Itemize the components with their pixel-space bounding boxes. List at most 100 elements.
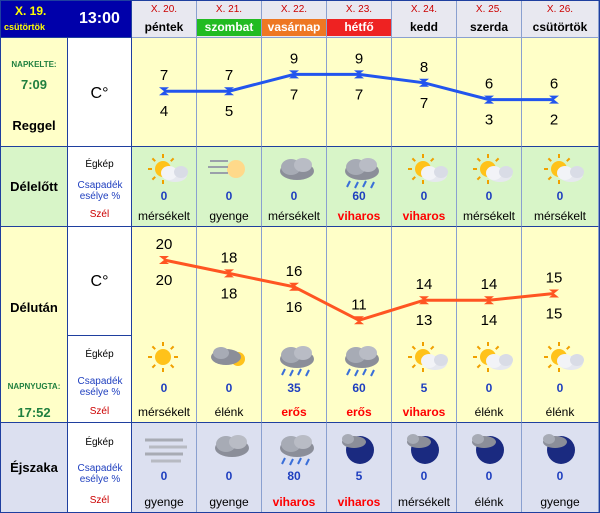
temp-high-label: 15 bbox=[546, 270, 563, 287]
afternoon-label: Délután bbox=[10, 300, 58, 315]
fog-icon bbox=[141, 428, 189, 468]
morning-temp-chart: 7 4 7 5 9 7 9 7 8 7 6 3 6 2 bbox=[159, 50, 559, 129]
sun-fog-icon bbox=[206, 151, 254, 191]
temp-point bbox=[484, 296, 494, 305]
night-cell: 5 viharos bbox=[327, 423, 392, 512]
afternoon-wind-value: erős bbox=[346, 405, 372, 419]
day-name: szombat bbox=[197, 19, 261, 36]
afternoon-cell: 0 élénk bbox=[197, 335, 262, 423]
forenoon-wind-value: mérsékelt bbox=[533, 209, 586, 223]
forenoon-block: Délelőtt bbox=[1, 147, 68, 227]
afternoon-wind-value: élénk bbox=[474, 405, 504, 419]
afternoon-cell: 5 viharos bbox=[392, 335, 457, 423]
night-cell: 0 mérsékelt bbox=[392, 423, 457, 512]
morning-label: Reggel bbox=[12, 118, 56, 133]
current-time: 13:00 bbox=[79, 10, 120, 27]
forenoon-precip-label: Csapadék esélye % bbox=[77, 180, 123, 202]
morning-cell bbox=[522, 38, 599, 147]
sun-cloud-icon bbox=[537, 151, 585, 191]
afternoon-precip-value: 0 bbox=[225, 381, 233, 395]
night-wind-value: viharos bbox=[337, 495, 381, 509]
temp-low-label: 14 bbox=[481, 312, 498, 329]
temp-low-label: 16 bbox=[286, 299, 303, 316]
forenoon-wind-value: viharos bbox=[402, 209, 446, 223]
forenoon-cell: 0 mérsékelt bbox=[132, 147, 197, 227]
temp-low-label: 7 bbox=[420, 95, 428, 112]
night-cell: 80 viharos bbox=[262, 423, 327, 512]
day-name: csütörtök bbox=[522, 19, 598, 36]
forenoon-wind-value: gyenge bbox=[209, 209, 249, 223]
temp-point bbox=[549, 289, 559, 298]
temp-high-label: 11 bbox=[351, 296, 367, 313]
afternoon-wind-label: Szél bbox=[89, 406, 110, 417]
forenoon-label-box: Égkép Csapadék esélye % Szél bbox=[68, 147, 132, 227]
afternoon-precip-value: 35 bbox=[287, 381, 301, 395]
sun-cloud-icon bbox=[401, 339, 449, 379]
night-block: Éjszaka bbox=[1, 423, 68, 512]
afternoon-precip-value: 0 bbox=[556, 381, 564, 395]
temp-low-label: 7 bbox=[355, 86, 363, 103]
night-precip-value: 0 bbox=[556, 469, 564, 483]
night-label-box: Égkép Csapadék esélye % Szél bbox=[68, 423, 132, 512]
morning-cell bbox=[392, 38, 457, 147]
temp-low-label: 15 bbox=[546, 306, 563, 323]
temp-high-label: 14 bbox=[416, 276, 433, 293]
night-wind-value: gyenge bbox=[209, 495, 249, 509]
afternoon-precip-value: 0 bbox=[485, 381, 493, 395]
temp-low-label: 4 bbox=[160, 103, 168, 120]
temp-point bbox=[159, 87, 169, 96]
afternoon-wind-value: mérsékelt bbox=[137, 405, 190, 419]
afternoon-precip-value: 5 bbox=[420, 381, 428, 395]
temp-point bbox=[354, 316, 364, 325]
night-cell: 0 gyenge bbox=[132, 423, 197, 512]
afternoon-precip-label: Csapadék esélye % bbox=[77, 376, 123, 398]
temp-point bbox=[419, 296, 429, 305]
moon-cloud-icon bbox=[537, 428, 585, 468]
afternoon-wind-value: viharos bbox=[402, 405, 446, 419]
moon-cloud-icon bbox=[466, 428, 514, 468]
night-cell: 0 gyenge bbox=[522, 423, 599, 512]
temp-point bbox=[354, 70, 364, 79]
temp-high-label: 7 bbox=[160, 67, 168, 84]
sun-cloud-icon bbox=[537, 339, 585, 379]
sun-icon bbox=[141, 339, 189, 379]
afternoon-cell: 0 élénk bbox=[457, 335, 522, 423]
night-precip-label: Csapadék esélye % bbox=[77, 463, 123, 485]
night-precip-value: 80 bbox=[287, 469, 301, 483]
day-header: X. 22. vasárnap bbox=[262, 1, 327, 38]
afternoon-unit: C° bbox=[90, 273, 109, 290]
afternoon-temp-chart: 20 20 18 18 16 16 11 11 14 13 14 14 15 15 bbox=[156, 236, 563, 335]
night-precip-value: 0 bbox=[160, 469, 168, 483]
forenoon-precip-value: 0 bbox=[485, 189, 493, 203]
rain-icon bbox=[336, 339, 384, 379]
forenoon-wind-label: Szél bbox=[89, 209, 110, 220]
day-header: X. 26. csütörtök bbox=[522, 1, 599, 38]
temp-point bbox=[289, 282, 299, 291]
forenoon-wind-value: viharos bbox=[337, 209, 381, 223]
current-weekday: csütörtök bbox=[4, 22, 46, 32]
sun-cloud-icon bbox=[466, 151, 514, 191]
forenoon-precip-value: 0 bbox=[225, 189, 233, 203]
afternoon-cell: 60 erős bbox=[327, 335, 392, 423]
sun-cloud-icon bbox=[466, 339, 514, 379]
day-date: X. 21. bbox=[215, 4, 243, 15]
moon-cloud-icon bbox=[401, 428, 449, 468]
temp-point bbox=[549, 95, 559, 104]
temp-point bbox=[159, 256, 169, 264]
night-precip-value: 0 bbox=[485, 469, 493, 483]
night-wind-value: viharos bbox=[272, 495, 316, 509]
temp-high-label: 14 bbox=[481, 276, 498, 293]
temp-low-label: 13 bbox=[416, 312, 433, 329]
day-header: X. 21. szombat bbox=[197, 1, 262, 38]
afternoon-cell: 0 mérsékelt bbox=[132, 335, 197, 423]
night-precip-value: 0 bbox=[420, 469, 428, 483]
temp-high-label: 9 bbox=[290, 50, 298, 67]
current-date: X. 19. bbox=[15, 4, 47, 18]
forenoon-precip-value: 0 bbox=[420, 189, 428, 203]
night-sky-label: Égkép bbox=[85, 437, 114, 448]
rain-icon bbox=[336, 151, 384, 191]
sun-cloud-icon bbox=[141, 151, 189, 191]
night-wind-value: gyenge bbox=[144, 495, 184, 509]
night-wind-value: gyenge bbox=[540, 495, 580, 509]
